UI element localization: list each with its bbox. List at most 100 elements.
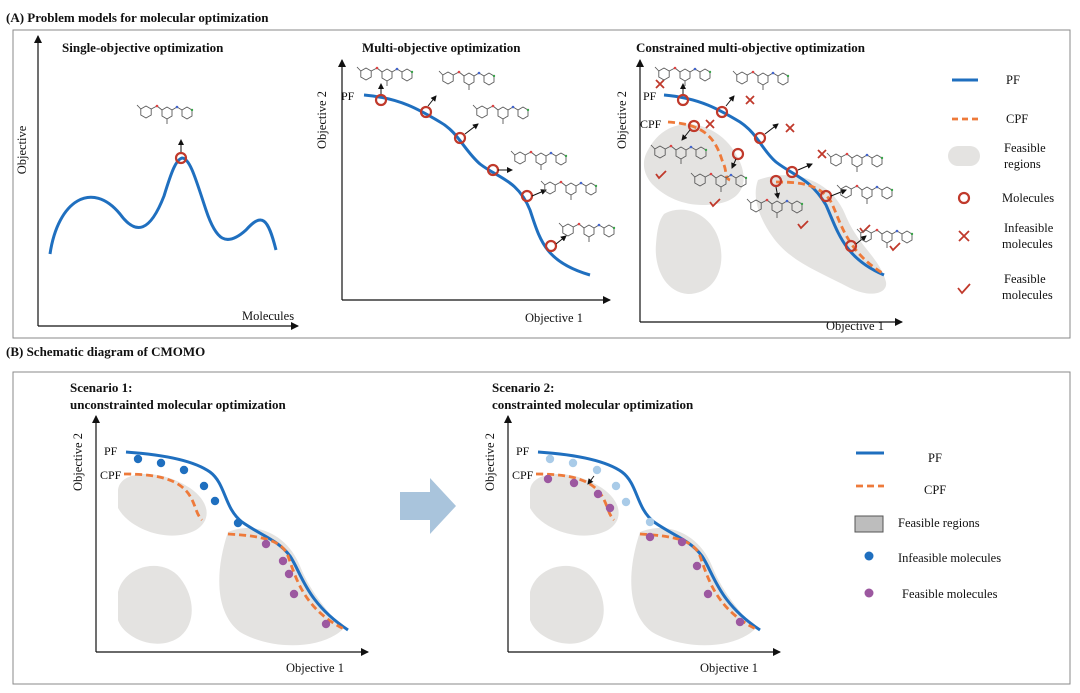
pf-curve [363, 93, 591, 277]
single-panel-title: Single-objective optimization [62, 40, 224, 55]
x-axis-label: Objective 1 [286, 661, 344, 675]
molecule-structure [540, 180, 598, 201]
feasible-region [219, 527, 342, 646]
molecule-marker [769, 174, 783, 188]
pointer-arrow [531, 189, 547, 197]
cpf-label: CPF [512, 468, 534, 482]
legend-infeasible-line2: molecules [1002, 237, 1053, 251]
legend-cpf: CPF [1006, 112, 1028, 126]
y-axis-label: Objective 2 [315, 91, 329, 149]
feasible-molecule-dot [593, 489, 603, 499]
scenario-1-panel: Scenario 1: unconstrainted molecular opt… [70, 380, 369, 675]
pointer-arrow [764, 123, 779, 135]
feasible-check-icon [655, 170, 667, 180]
molecule-marker [374, 93, 388, 107]
infeasible-molecule-legend-icon [864, 551, 874, 561]
feasible-molecule-legend-icon [864, 588, 874, 598]
feasible-legend-icon [957, 283, 971, 295]
scenario-2-title-line1: Scenario 2: [492, 380, 554, 395]
molecule-marker [785, 165, 799, 179]
infeasible-legend-icon [958, 230, 970, 242]
legend-feasible-regions-line2: regions [1004, 157, 1041, 171]
cpf-curve [123, 472, 204, 521]
feasible-check-icon [709, 198, 721, 208]
legend-b-infeasible-molecules: Infeasible molecules [898, 551, 1001, 565]
infeasible-molecule-dot [645, 517, 655, 527]
pf-label: PF [643, 89, 657, 103]
feasible-molecule-dot [284, 569, 294, 579]
molecule-marker [544, 239, 558, 253]
molecule-marker [676, 93, 690, 107]
molecule-structure [836, 184, 894, 205]
feasible-molecule-dot [677, 537, 687, 547]
pointer-arrow [587, 475, 595, 485]
molecule-marker [715, 105, 729, 119]
section-a-frame [12, 29, 1071, 339]
pointer-arrow [555, 235, 567, 245]
molecule-legend-icon [957, 191, 971, 205]
infeasible-molecule-dot [592, 465, 602, 475]
legend-b: PF CPF Feasible regions Infeasible molec… [854, 451, 1001, 601]
y-axis-label: Objective 2 [483, 433, 497, 491]
molecule-marker [453, 131, 467, 145]
feasible-molecule-dot [261, 539, 271, 549]
pointer-arrow [464, 123, 479, 135]
pointer-arrow [681, 129, 691, 141]
feasible-region [655, 209, 722, 294]
infeasible-marks [655, 79, 827, 159]
molecule-structure [438, 70, 496, 91]
pointer-arrow [830, 189, 847, 197]
objective-curve [48, 156, 278, 255]
scenario-1-title-line2: unconstrainted molecular optimization [70, 397, 286, 412]
infeasible-cross-icon [785, 123, 795, 133]
molecule-structure [826, 152, 884, 173]
feasible-region [118, 565, 192, 644]
cpf-curve [639, 532, 759, 632]
legend-feasible-line2: molecules [1002, 288, 1053, 302]
infeasible-molecule-dot [611, 481, 621, 491]
scenario-2-title-line2: constrainted molecular optimization [492, 397, 694, 412]
legend-feasible-line1: Feasible [1004, 272, 1046, 286]
feasible-molecule-dot [605, 503, 615, 513]
x-axis-label: Objective 1 [826, 319, 884, 333]
molecule-marker [687, 119, 701, 133]
feasible-molecule-dot [645, 532, 655, 542]
feasible-region [118, 473, 207, 536]
infeasible-molecule-dot [199, 481, 209, 491]
molecule-structure [136, 104, 194, 125]
scenario-1-title-line1: Scenario 1: [70, 380, 132, 395]
molecule-structure [856, 228, 914, 249]
cpf-curve [667, 120, 731, 182]
feasible-region [530, 565, 604, 644]
x-axis-label: Objective 1 [525, 311, 583, 325]
molecule-structure [510, 150, 568, 171]
y-axis-label: Objective 2 [615, 91, 629, 149]
feasible-molecule-dot [569, 478, 579, 488]
pointer-arrow [731, 158, 737, 169]
feasible-molecule-dot [735, 617, 745, 627]
infeasible-molecule-dot [133, 454, 143, 464]
legend-infeasible-line1: Infeasible [1004, 221, 1054, 235]
cpf-label: CPF [100, 468, 122, 482]
molecule-structure [558, 222, 616, 243]
feasible-molecule-dot [703, 589, 713, 599]
infeasible-cross-icon [745, 95, 755, 105]
transition-arrow-icon [400, 478, 456, 534]
panel-multi-objective: Multi-objective optimization Objective 2… [315, 40, 616, 325]
section-a-title: (A) Problem models for molecular optimiz… [6, 10, 269, 25]
cpf-label: CPF [640, 117, 662, 131]
infeasible-molecule-dot [621, 497, 631, 507]
x-axis-label: Objective 1 [700, 661, 758, 675]
cpf-curve [227, 532, 347, 632]
legend-feasible-regions-line1: Feasible [1004, 141, 1046, 155]
feasible-molecule-dot [543, 474, 553, 484]
pointer-arrow [774, 186, 781, 199]
pointer-arrow [797, 163, 813, 171]
feasible-region [530, 473, 619, 536]
x-axis-label: Molecules [242, 309, 294, 323]
infeasible-cross-icon [817, 149, 827, 159]
scenario-2-panel: Scenario 2: constrainted molecular optim… [483, 380, 781, 675]
pointer-arrow [725, 95, 735, 107]
legend-b-feasible-regions: Feasible regions [898, 516, 980, 530]
molecule-marker [174, 151, 188, 165]
